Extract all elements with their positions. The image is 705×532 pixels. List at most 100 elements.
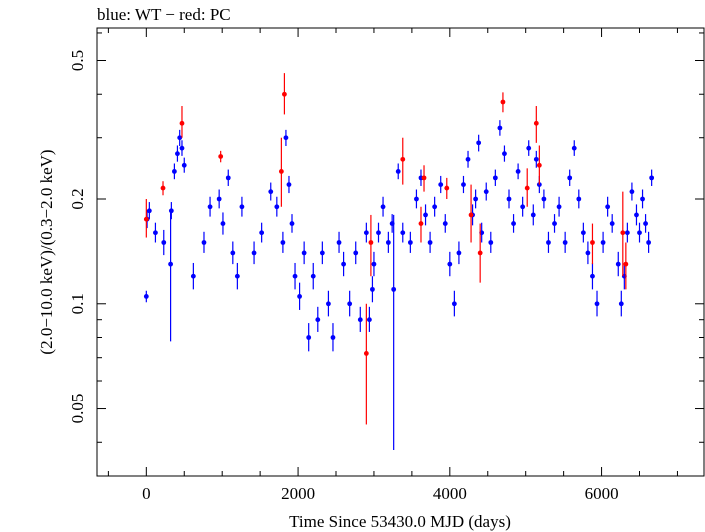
data-point [371,261,377,267]
data-point [447,261,453,267]
x-tick-label: 2000 [281,484,315,503]
series-layer [143,73,655,451]
data-point [306,335,312,340]
data-point [216,196,222,202]
data-point [218,154,224,159]
data-point [451,301,457,307]
data-point [177,135,183,141]
data-point [497,125,503,131]
y-tick-label: 0.5 [68,50,87,71]
data-point [414,196,419,202]
data-point [624,230,630,236]
y-axis-title: (2.0−10.0 keV)/(0.3−2.0 keV) [37,149,56,354]
data-point [552,221,557,226]
data-point [143,294,149,299]
data-point [477,250,483,256]
data-point [634,212,639,218]
data-point [153,230,158,236]
data-point [385,240,391,245]
data-point [143,216,149,222]
data-point [168,261,173,267]
data-point [179,145,185,151]
data-point [483,189,489,195]
data-point [179,120,185,126]
data-point [336,240,342,245]
data-point [421,175,427,181]
data-point [488,240,494,245]
data-point [376,230,381,236]
data-point [190,273,196,279]
data-point [533,156,539,162]
data-point [160,185,166,191]
data-point [286,182,292,188]
data-point [594,301,600,307]
data-point [357,317,363,323]
data-point [282,91,287,97]
data-point [330,335,336,340]
data-point [637,230,642,236]
data-point [620,230,626,236]
data-point [643,221,648,226]
data-point [432,204,438,210]
data-point [649,175,655,181]
data-point [353,250,359,256]
y-tick-label: 0.05 [68,394,87,424]
data-point [567,175,573,181]
data-point [556,204,562,210]
data-point [618,301,624,307]
data-point [609,221,615,226]
data-point [341,261,346,267]
data-point [533,120,539,126]
data-point [366,317,372,323]
data-point [347,301,353,307]
data-point [546,240,551,245]
data-point [461,182,466,188]
data-point [326,301,331,307]
data-point [502,151,507,157]
data-point [400,230,406,236]
data-point [319,250,325,256]
data-point [646,240,652,245]
data-point [427,240,433,245]
data-point [511,221,516,226]
data-point [225,175,231,181]
data-point [283,135,289,141]
data-point [239,204,245,210]
data-point [506,196,512,202]
data-point [473,196,479,202]
data-point [315,317,321,323]
data-point [580,230,586,236]
data-point [289,221,295,226]
data-point [407,240,413,245]
data-point [500,99,506,105]
data-point [292,273,298,279]
y-axis-ticks: 0.05 0.1 0.2 0.5 [68,32,704,443]
data-point [605,204,611,210]
data-point [278,169,284,174]
data-point [438,182,444,188]
data-point [444,185,450,191]
data-point [468,212,474,218]
data-point [629,189,635,195]
data-point [146,208,152,214]
data-point [363,351,369,356]
data-point [181,162,187,168]
data-point [520,204,526,210]
y-tick-label: 0.2 [68,188,87,209]
data-point [259,230,265,236]
data-point [571,145,577,151]
data-point [230,250,236,256]
x-tick-label: 4000 [433,484,467,503]
chart-title: blue: WT − red: PC [97,5,231,24]
data-point [640,196,645,202]
y-tick-label: 0.1 [68,293,87,314]
data-point [234,273,240,279]
data-point [423,212,428,218]
data-point [590,240,595,245]
data-point [536,162,542,168]
data-point [576,196,582,202]
data-point [476,140,482,146]
data-point [370,286,375,292]
data-point [310,273,316,279]
data-point [530,212,536,218]
